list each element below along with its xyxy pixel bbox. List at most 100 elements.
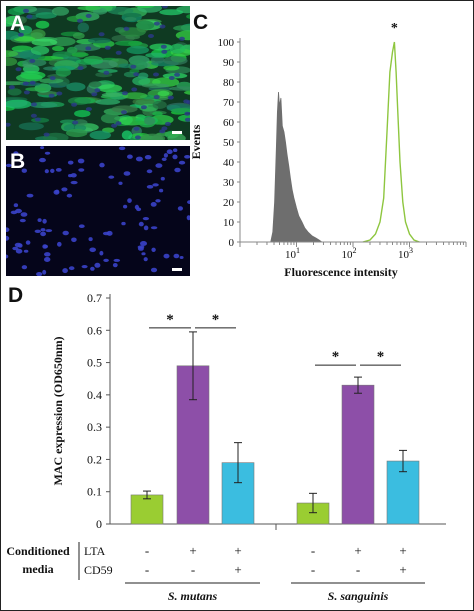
nucleus bbox=[71, 237, 77, 243]
cell-stain bbox=[114, 40, 143, 46]
nucleus bbox=[56, 91, 63, 96]
nucleus bbox=[44, 252, 51, 257]
nucleus bbox=[163, 153, 168, 158]
condition-value: + bbox=[234, 543, 241, 558]
nucleus bbox=[72, 120, 79, 125]
nucleus bbox=[67, 160, 74, 165]
cell-stain bbox=[152, 111, 163, 116]
nucleus bbox=[53, 189, 60, 195]
y-tick-label: 0.7 bbox=[87, 291, 102, 305]
cell-stain bbox=[49, 36, 76, 47]
nucleus bbox=[43, 132, 50, 137]
nucleus bbox=[48, 93, 55, 98]
nucleus bbox=[19, 218, 26, 223]
cell-stain bbox=[101, 92, 123, 98]
nucleus bbox=[89, 247, 96, 253]
nucleus bbox=[36, 272, 43, 276]
nucleus bbox=[40, 228, 46, 232]
nucleus bbox=[138, 221, 144, 227]
panel-d-label: D bbox=[8, 284, 24, 307]
nucleus bbox=[99, 162, 105, 168]
nucleus bbox=[153, 72, 159, 77]
cell-stain bbox=[100, 113, 120, 124]
cell-stain bbox=[7, 7, 26, 16]
nucleus bbox=[161, 6, 168, 9]
x-tick-label: 102 bbox=[342, 246, 357, 261]
y-tick-label: 0.6 bbox=[87, 323, 102, 337]
conditions-label-line1: Conditioned bbox=[6, 544, 70, 558]
nucleus bbox=[121, 221, 126, 226]
nucleus bbox=[70, 180, 78, 185]
cell-stain bbox=[35, 20, 50, 29]
cell-stain bbox=[7, 88, 22, 96]
nucleus bbox=[137, 246, 144, 251]
group-label: S. mutans bbox=[168, 589, 218, 603]
cell-stain bbox=[39, 78, 64, 84]
nucleus bbox=[78, 224, 85, 228]
nucleus bbox=[49, 76, 56, 81]
nucleus bbox=[184, 117, 190, 122]
nucleus bbox=[127, 198, 132, 203]
nucleus bbox=[118, 146, 126, 151]
nucleus bbox=[23, 249, 29, 253]
cell-stain bbox=[52, 51, 72, 58]
cell-stain bbox=[29, 101, 58, 109]
nucleus bbox=[98, 32, 105, 37]
nucleus bbox=[155, 163, 163, 168]
nucleus bbox=[166, 149, 173, 154]
cell-stain bbox=[132, 120, 146, 125]
cell-stain bbox=[159, 9, 184, 16]
nucleus bbox=[20, 212, 28, 217]
nucleus bbox=[22, 81, 29, 86]
nucleus bbox=[112, 263, 118, 268]
y-tick-label: 0.1 bbox=[87, 485, 102, 499]
nucleus bbox=[85, 107, 92, 112]
nucleus bbox=[21, 265, 28, 270]
nucleus bbox=[85, 46, 92, 51]
nucleus bbox=[78, 168, 85, 172]
cell-stain bbox=[95, 98, 121, 105]
nucleus bbox=[159, 24, 166, 29]
cell-stain bbox=[31, 38, 58, 47]
nucleus bbox=[123, 26, 130, 31]
y-tick-label: 0.3 bbox=[87, 420, 102, 434]
cell-stain bbox=[137, 72, 149, 80]
nucleus bbox=[99, 250, 104, 256]
nucleus bbox=[141, 252, 146, 256]
cell-stain bbox=[141, 83, 170, 88]
cell-stain bbox=[169, 43, 186, 54]
nucleus bbox=[179, 256, 184, 259]
cell-stain bbox=[75, 58, 103, 65]
nucleus bbox=[66, 193, 73, 198]
nucleus bbox=[14, 242, 22, 248]
nucleus bbox=[133, 126, 140, 131]
condition-name: LTA bbox=[84, 544, 106, 558]
nucleus bbox=[118, 181, 123, 185]
micrograph-b bbox=[6, 146, 190, 276]
nucleus bbox=[113, 258, 121, 262]
nucleus bbox=[71, 102, 78, 107]
condition-value: - bbox=[191, 562, 195, 577]
nucleus bbox=[177, 206, 183, 211]
cell-stain bbox=[6, 30, 21, 40]
cell-stain bbox=[66, 82, 86, 92]
y-tick-label: 0 bbox=[96, 517, 102, 531]
nucleus bbox=[50, 168, 55, 173]
bar bbox=[130, 494, 164, 525]
y-tick-label: 40 bbox=[223, 157, 235, 169]
cell-stain bbox=[25, 87, 47, 92]
nucleus bbox=[123, 204, 128, 209]
cell-stain bbox=[126, 45, 149, 55]
cell-stain bbox=[184, 90, 190, 95]
nucleus bbox=[13, 151, 19, 155]
y-tick-label: 60 bbox=[223, 117, 235, 129]
nucleus bbox=[160, 44, 167, 49]
micrograph-a-image bbox=[6, 6, 190, 140]
nucleus bbox=[143, 225, 149, 231]
cell-stain bbox=[118, 63, 132, 69]
nucleus bbox=[31, 102, 37, 107]
significance-star: * bbox=[391, 21, 398, 36]
y-tick-label: 100 bbox=[218, 37, 235, 49]
condition-value: + bbox=[399, 543, 406, 558]
conditions-label-line2: media bbox=[22, 562, 53, 576]
